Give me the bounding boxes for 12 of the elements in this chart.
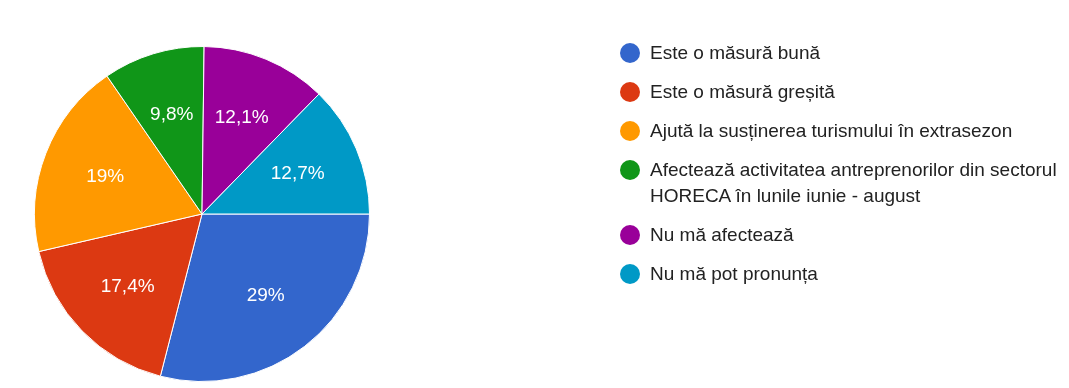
legend-label: Afectează activitatea antreprenorilor din sectorul HORECA în lunile iunie - august [650, 158, 1058, 208]
data-label: 9,8% [150, 102, 194, 124]
legend-label: Este o măsură greșită [650, 80, 835, 104]
legend-label: Ajută la susținerea turismului în extrasezon [650, 119, 1013, 143]
data-label: 29% [246, 284, 285, 306]
legend-label: Nu mă pot pronunța [650, 262, 818, 286]
data-label: 12,7% [270, 161, 325, 183]
data-label: 19% [86, 164, 125, 186]
data-label: 17,4% [100, 274, 155, 296]
legend-label: Nu mă afectează [650, 223, 794, 247]
legend-label: Este o măsură bună [650, 41, 821, 65]
data-label: 12,1% [214, 106, 269, 128]
